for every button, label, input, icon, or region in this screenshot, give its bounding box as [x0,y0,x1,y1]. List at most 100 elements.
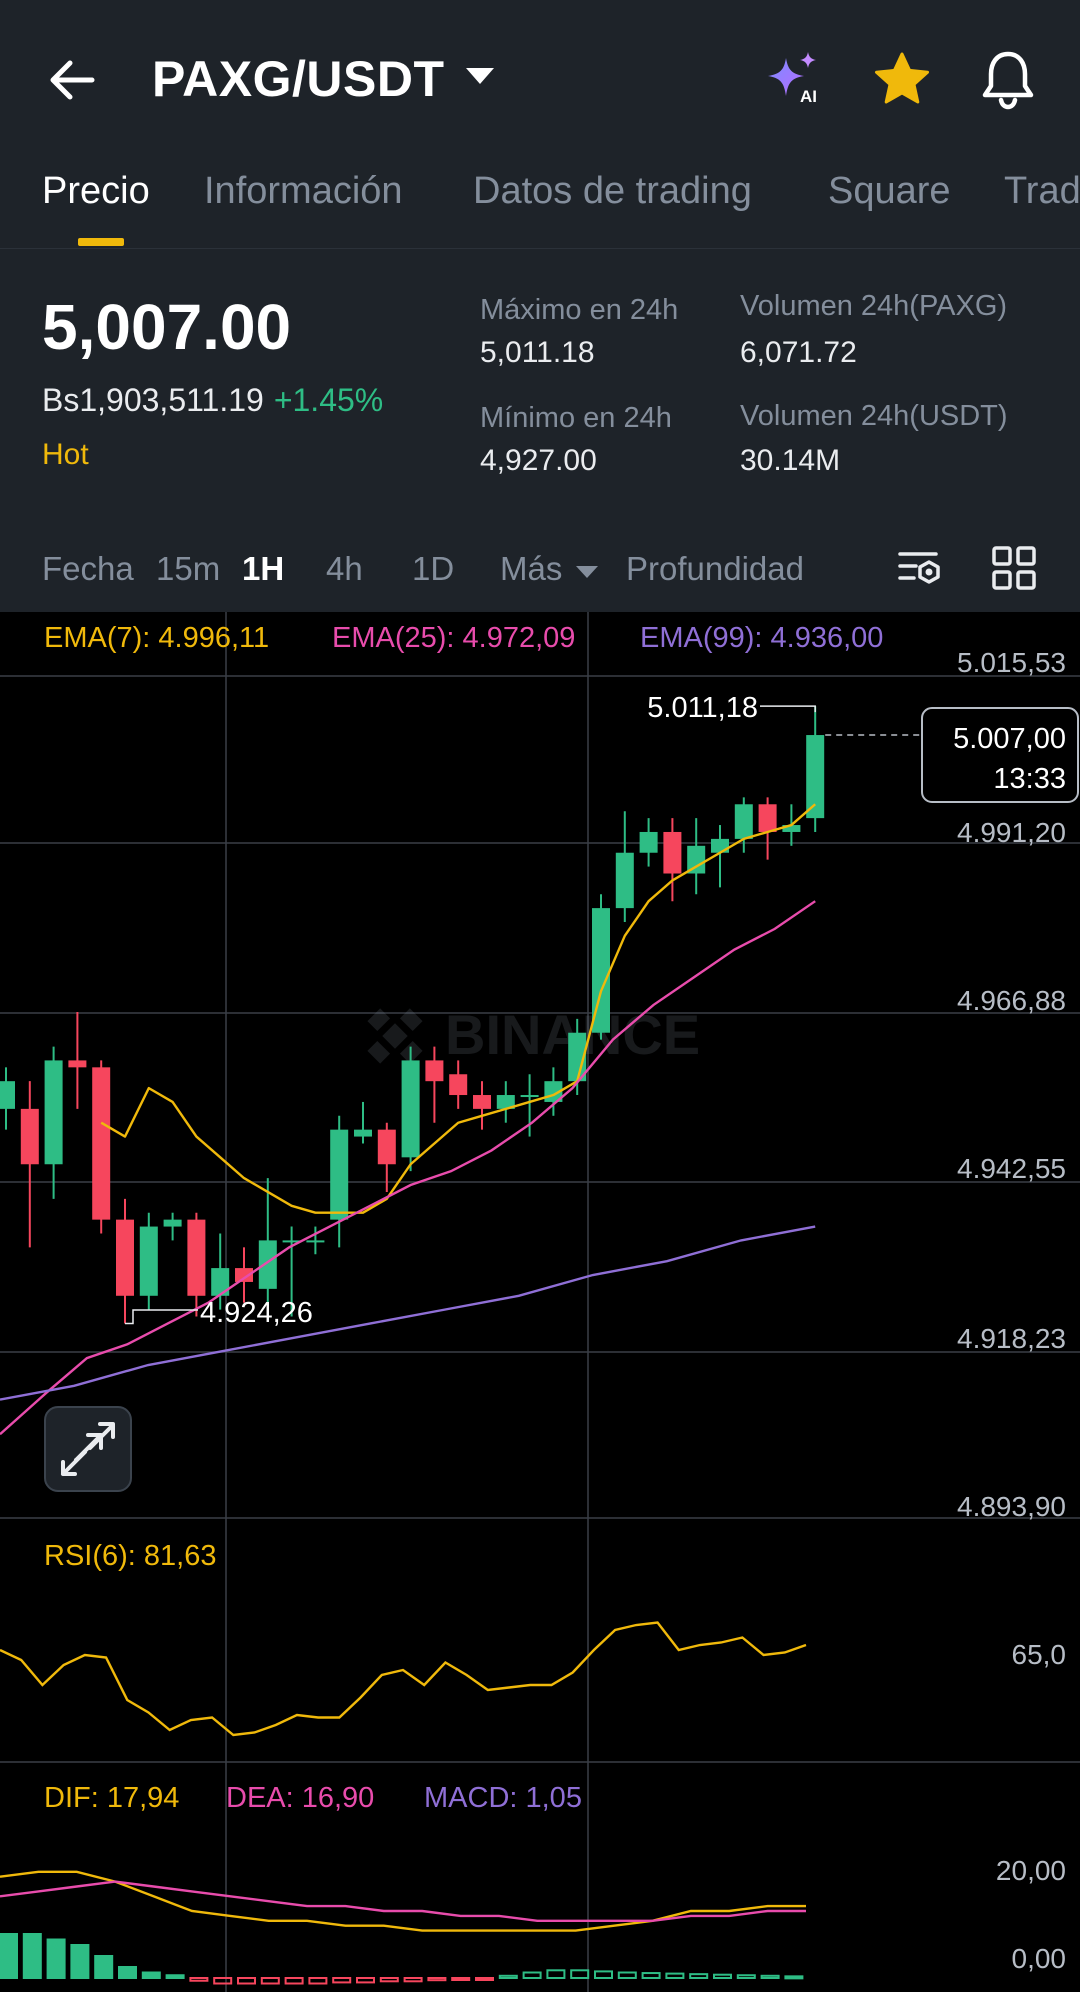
macd-bar [332,1977,352,1984]
macd-bar [522,1971,542,1979]
interval-fecha[interactable]: Fecha [42,550,134,587]
y-axis: 5.015,53 4.991,20 4.966,88 4.942,55 4.918,23… [957,647,1066,1522]
macd-bar [22,1933,42,1979]
macd-bar [308,1977,328,1985]
interval-4h[interactable]: 4h [326,550,363,587]
macd-bar [356,1977,375,1984]
ai-sparkle-icon[interactable]: AI [766,50,826,106]
candle-body [68,1060,87,1068]
last-price: 5,007.00 [42,291,292,363]
macd-bar [689,1973,709,1980]
candle-body [758,804,777,832]
macd-bar [46,1938,66,1979]
macd-bar [118,1966,137,1979]
ema25-label: EMA(25): 4.972,09 [332,622,576,654]
layout-grid-icon[interactable] [990,544,1038,592]
pair-dropdown-icon[interactable] [466,68,494,84]
y-tick-label: 4.918,23 [957,1323,1066,1354]
candle-body [330,1129,349,1220]
macd-bar [0,1933,18,1979]
ema7-label: EMA(7): 4.996,11 [44,622,270,654]
macd-label: MACD: 1,05 [424,1782,582,1814]
candle-body [473,1095,491,1109]
candle-body [354,1129,372,1137]
macd-bar [594,1970,613,1980]
tab-trading-more[interactable]: Trad [1004,170,1080,212]
bell-icon[interactable] [978,48,1038,110]
macd-bar [213,1977,233,1985]
candle-body [806,735,825,819]
dif-label: DIF: 17,94 [44,1782,180,1814]
dea-line [0,1880,806,1923]
star-icon[interactable] [872,50,932,110]
tab-square[interactable]: Square [828,170,951,212]
countdown-label: 13:33 [993,763,1066,795]
price-chart[interactable]: BINANCE 5.015,534.991,204.966,884.942,55… [0,612,1080,1992]
ema99-label: EMA(99): 4.936,00 [640,622,884,654]
macd-bar [475,1977,494,1981]
candle-body [687,845,706,874]
interval-15m[interactable]: 15m [156,550,221,587]
macd-bar [141,1971,161,1979]
depth-tab[interactable]: Profundidad [626,550,804,587]
macd-bar [546,1969,566,1980]
mas-dropdown-icon[interactable] [576,566,598,578]
rsi-label: RSI(6): 81,63 [44,1540,217,1572]
candle-body [306,1240,325,1243]
interval-1h[interactable]: 1H [242,550,285,587]
macd-bar [189,1977,209,1982]
ai-label: AI [800,87,817,106]
candle-body [449,1074,468,1096]
low-24h-label: Mínimo en 24h [480,402,672,434]
candle-body [520,1095,539,1098]
candle-body [92,1067,111,1220]
tab-datos-de-trading[interactable]: Datos de trading [473,170,752,212]
candle-body [425,1060,444,1082]
dea-label: DEA: 16,90 [226,1782,375,1814]
candle-body [282,1240,301,1243]
volume-base-label: Volumen 24h(PAXG) [740,290,1008,322]
candle-body [187,1219,206,1296]
macd-tick-label: 20,00 [996,1855,1066,1886]
interval-1d[interactable]: 1D [412,550,455,587]
tab-precio[interactable]: Precio [42,170,150,212]
chart-grid [0,612,1080,1992]
indicator-settings-icon[interactable] [896,544,944,592]
active-tab-indicator [78,238,124,246]
candle-body [639,831,658,853]
low-24h-value: 4,927.00 [480,444,597,477]
pair-title[interactable]: PAXG/USDT [152,51,445,107]
back-arrow-icon[interactable] [44,50,104,110]
y-tick-label: 4.991,20 [957,817,1066,848]
candle-body [20,1108,39,1165]
last-price-box [921,707,1079,803]
tab-informacion[interactable]: Información [204,170,403,212]
candle-body [139,1226,158,1296]
macd-bar [379,1977,399,1983]
candle-body [44,1060,63,1165]
price-change: +1.45% [273,382,384,418]
expand-chart-button[interactable] [44,1406,132,1492]
macd-panel: 20,00 0,00 [0,1855,1066,1985]
candle-body [235,1268,253,1282]
volume-quote-value: 30.14M [740,444,841,477]
macd-bar [70,1944,90,1979]
macd-bar [784,1975,804,1980]
tab-bar: Precio Información Datos de trading Squa… [0,160,1080,249]
low-marker-line [125,1309,198,1325]
candle-body [782,825,801,832]
top-bar: PAXG/USDT AI [0,0,1080,160]
candle-body [734,804,753,839]
fiat-price: Bs1,903,511.19 +1.45% [42,382,383,419]
macd-bar [736,1974,756,1979]
candle-body [116,1219,134,1296]
candle-body [592,908,610,1033]
last-price-label: 5.007,00 [953,723,1066,755]
candle-body [377,1129,396,1165]
ema-lines [0,803,816,1436]
candle-body [401,1060,420,1158]
candle-body [663,831,682,874]
interval-mas[interactable]: Más [500,550,563,587]
high-marker-label: 5.011,18 [647,692,758,724]
rsi-panel: 65,0 [0,1621,1066,1737]
